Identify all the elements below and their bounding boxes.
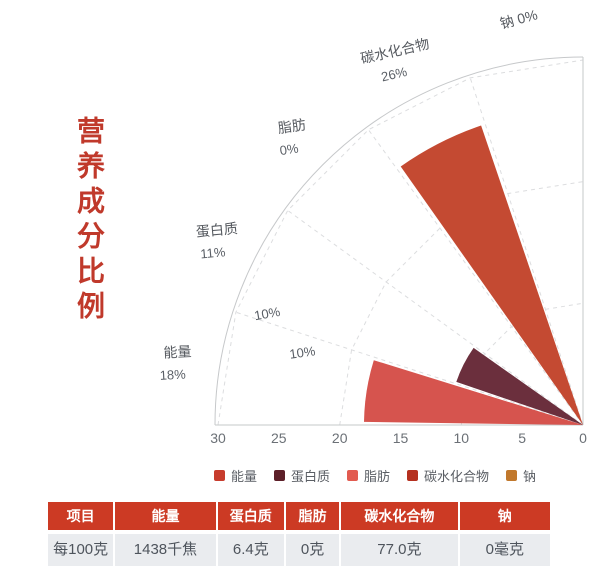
wedge-碳水化合物[interactable] <box>400 125 583 426</box>
category-label-脂肪: 脂肪 0% <box>277 116 307 159</box>
legend-item-钠[interactable]: 钠 <box>506 466 536 485</box>
legend-label: 钠 <box>523 468 537 484</box>
grid-ring <box>217 59 584 426</box>
table-cell: 0毫克 <box>459 534 550 566</box>
category-percent: 11% <box>200 244 227 261</box>
legend-swatch <box>213 469 225 481</box>
wedge-蛋白质[interactable] <box>456 347 583 425</box>
radius-axis-tick: 5 <box>518 430 526 446</box>
page-title: 营养成分比例 <box>74 116 105 326</box>
category-name: 蛋白质 <box>195 220 238 240</box>
radius-axis-tick: 20 <box>332 430 348 446</box>
grid-inner-label: 10% <box>288 343 316 362</box>
legend-swatch <box>346 469 358 481</box>
table-header-cell: 钠 <box>459 502 550 530</box>
legend-item-能量[interactable]: 能量 <box>213 466 257 485</box>
wedge-能量[interactable] <box>364 360 583 425</box>
legend-item-碳水化合物[interactable]: 碳水化合物 <box>407 466 489 485</box>
category-label-钠: 钠 0% <box>498 6 539 31</box>
category-name: 碳水化合物 <box>359 35 431 66</box>
category-label-能量: 能量 18% <box>159 343 192 383</box>
category-percent: 26% <box>380 64 409 85</box>
radius-axis-tick: 0 <box>579 430 587 446</box>
legend-swatch <box>273 469 285 481</box>
table-cell: 77.0克 <box>341 534 460 566</box>
outer-arc <box>214 56 584 426</box>
category-percent: 18% <box>159 367 186 383</box>
radius-axis-tick: 25 <box>271 430 287 446</box>
category-percent: 0% <box>279 141 300 159</box>
legend-label: 蛋白质 <box>290 468 330 484</box>
legend-item-脂肪[interactable]: 脂肪 <box>346 466 390 485</box>
grid-spoke <box>285 208 584 426</box>
table-header-cell: 脂肪 <box>285 502 342 530</box>
table-cell: 0克 <box>285 534 342 566</box>
table-header-cell: 蛋白质 <box>217 502 286 530</box>
radius-axis-tick: 30 <box>210 430 226 446</box>
table-header-cell: 能量 <box>115 502 218 530</box>
grid-spoke <box>468 74 584 426</box>
grid-spoke <box>232 310 584 426</box>
legend-label: 脂肪 <box>363 468 390 484</box>
table-header-cell: 项目 <box>48 502 116 530</box>
category-name: 脂肪 <box>277 116 307 136</box>
table-cell: 6.4克 <box>217 534 286 566</box>
grid-inner-label: 10% <box>253 304 282 323</box>
nutrition-table: 项目 能量 蛋白质 脂肪 碳水化合物钠 每100克 1438千焦 6.4克 0克 77.0克 0毫… <box>48 502 550 566</box>
table-cell: 每100克 <box>48 534 116 566</box>
grid-spoke <box>366 127 584 426</box>
table-cell: 1438千焦 <box>115 534 218 566</box>
radius-axis-tick: 15 <box>393 430 409 446</box>
table-row: 每100克 1438千焦 6.4克 0克 77.0克 0毫克 <box>48 534 550 566</box>
table-header-cell: 碳水化合物 <box>341 502 460 530</box>
legend-swatch <box>407 469 418 481</box>
radius-axis-tick: 10 <box>454 430 470 446</box>
legend-item-蛋白质[interactable]: 蛋白质 <box>273 466 330 485</box>
category-name: 能量 <box>163 343 192 360</box>
legend-label: 能量 <box>230 468 257 484</box>
chart-legend: 能量 蛋白质 脂肪 碳水化合物 钠 <box>150 465 600 485</box>
legend-label: 碳水化合物 <box>424 468 490 484</box>
table-header-row: 项目 能量 蛋白质 脂肪 碳水化合物钠 <box>48 502 550 530</box>
category-label-蛋白质: 蛋白质 11% <box>195 220 238 261</box>
legend-swatch <box>506 469 518 481</box>
